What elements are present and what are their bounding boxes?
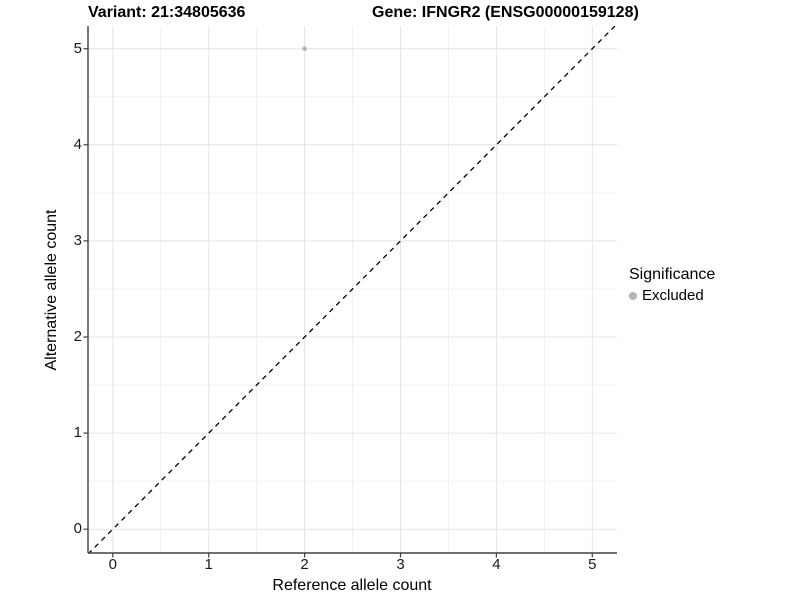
x-tick-label: 5 [588,556,597,573]
axis-lines [87,26,617,554]
gridlines-minor [88,26,617,553]
identity-line [88,26,616,553]
plot-title-gene: Gene: IFNGR2 (ENSG00000159128) [372,4,639,21]
plot-title-variant: Variant: 21:34805636 [88,4,246,21]
y-tick-label: 2 [73,328,82,345]
y-tick-label: 3 [73,231,82,249]
x-tick-label: 0 [108,556,117,573]
data-point [302,46,307,51]
axis-tick-marks [83,48,593,558]
data-points [302,46,307,51]
legend: Significance Excluded [629,266,715,304]
identity-reference-line [88,26,616,553]
x-tick-label: 3 [396,556,405,573]
legend-item-excluded: Excluded [629,287,715,304]
y-axis-title: Alternative allele count [43,209,60,371]
legend-title: Significance [629,266,716,283]
x-axis-title: Reference allele count [272,577,432,594]
x-tick-label: 4 [492,556,501,573]
y-tick-label: 5 [73,39,82,57]
y-tick-label: 4 [73,135,82,153]
y-tick-label: 1 [73,424,82,442]
legend-point-icon [629,291,637,300]
x-tick-label: 2 [300,556,309,573]
x-tick-label: 1 [204,556,213,573]
gridlines-major [88,26,617,553]
legend-item-label: Excluded [642,287,704,304]
y-tick-label: 0 [73,520,82,538]
